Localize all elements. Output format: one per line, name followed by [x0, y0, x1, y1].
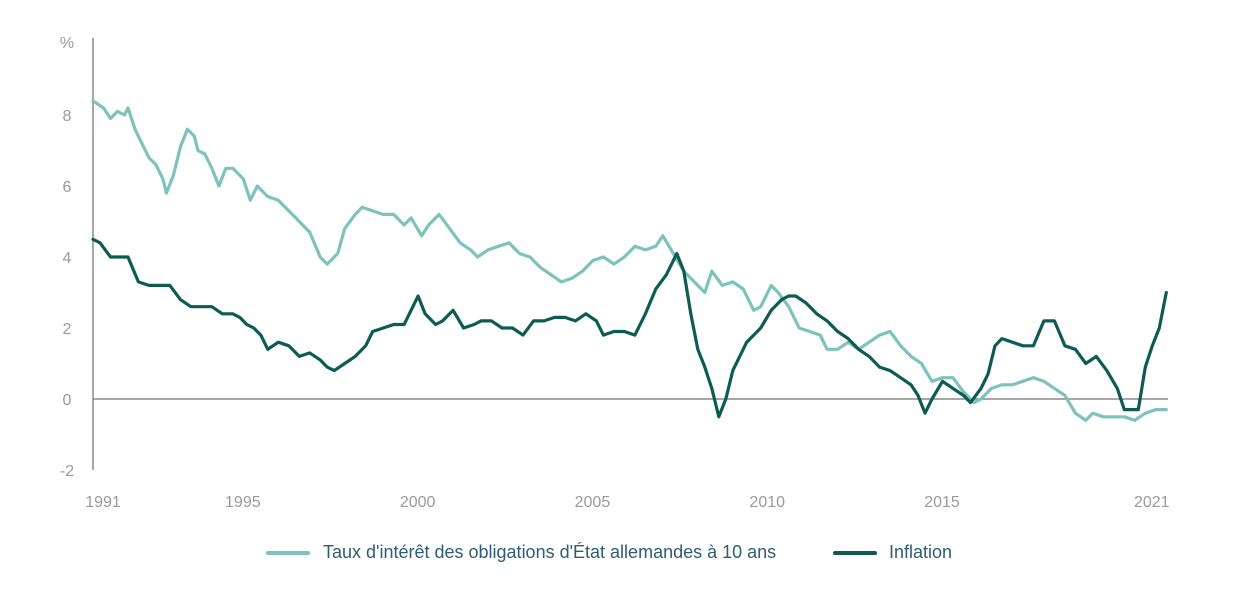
- legend: Taux d'intérêt des obligations d'État al…: [266, 542, 952, 562]
- x-tick-label: 1991: [85, 494, 121, 511]
- series-layer: [91, 99, 1168, 422]
- y-tick-label: 2: [63, 321, 72, 338]
- y-tick-label: 8: [63, 108, 72, 125]
- x-tick-label: 2000: [400, 494, 436, 511]
- y-tick-label: 4: [63, 250, 72, 267]
- y-axis-ticks: -2 0 2 4 6 8: [60, 108, 74, 480]
- y-tick-label: 0: [63, 392, 72, 409]
- x-tick-label: 2015: [924, 494, 960, 511]
- series-bond-yield-line: [91, 99, 1168, 422]
- x-tick-label: 1995: [225, 494, 261, 511]
- legend-label-bond-yield: Taux d'intérêt des obligations d'État al…: [323, 542, 776, 562]
- series-inflation-line: [91, 237, 1168, 419]
- x-axis-ticks: 1991 1995 2000 2005 2010 2015 2021: [85, 494, 1169, 511]
- y-axis-unit: %: [60, 35, 74, 52]
- x-tick-label: 2010: [749, 494, 785, 511]
- x-tick-label: 2005: [575, 494, 611, 511]
- legend-label-inflation: Inflation: [889, 542, 952, 562]
- x-tick-label: 2021: [1134, 494, 1170, 511]
- y-tick-label: 6: [63, 179, 72, 196]
- y-tick-label: -2: [60, 463, 74, 480]
